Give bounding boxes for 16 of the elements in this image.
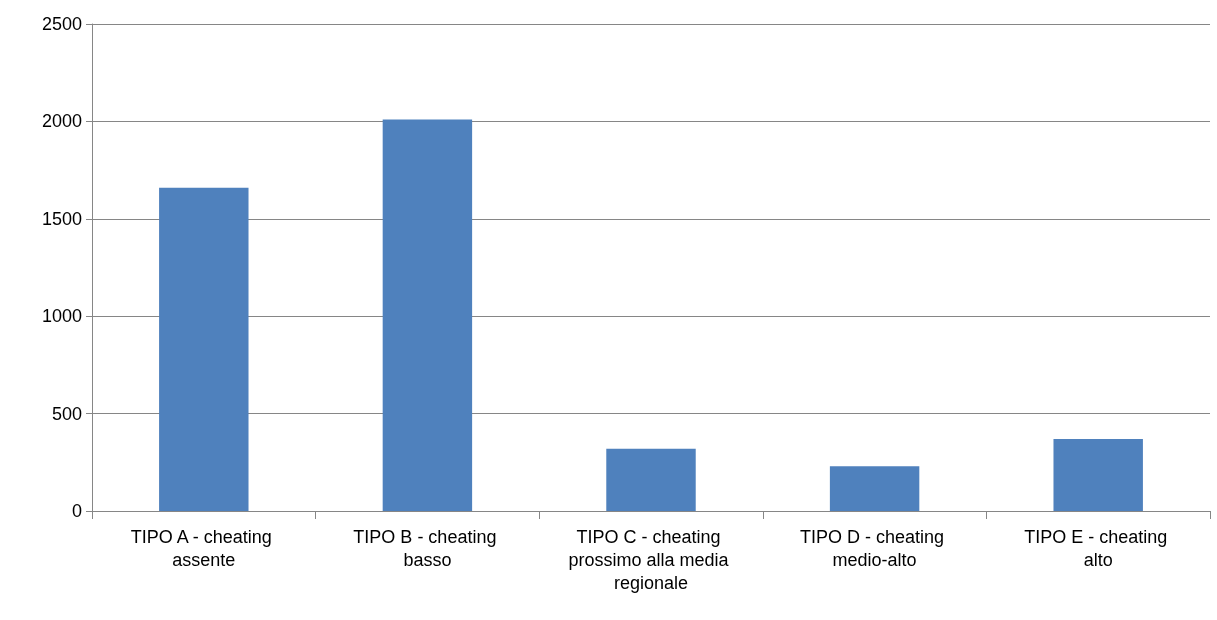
y-tick-label: 1500 [41, 208, 82, 229]
bar [829, 466, 920, 511]
x-tick-label: TIPO E - cheating alto [1024, 526, 1173, 570]
x-tick-label: TIPO D - cheating medio-alto [800, 526, 950, 570]
y-tick-label: 0 [71, 501, 82, 521]
x-tick-label: TIPO C - cheating prossimo alla media regionale [568, 526, 734, 593]
y-tick-label: 1000 [41, 306, 82, 327]
y-tick-label: 2500 [41, 14, 82, 34]
bar [606, 448, 696, 511]
bar [159, 187, 249, 511]
bar [1053, 438, 1143, 511]
bar [382, 119, 473, 511]
y-tick-label: 2000 [41, 111, 82, 132]
y-tick-label: 500 [51, 403, 82, 424]
x-tick-label: TIPO A - cheating assente [130, 526, 277, 570]
x-tick-label: TIPO B - cheating basso [353, 526, 502, 570]
